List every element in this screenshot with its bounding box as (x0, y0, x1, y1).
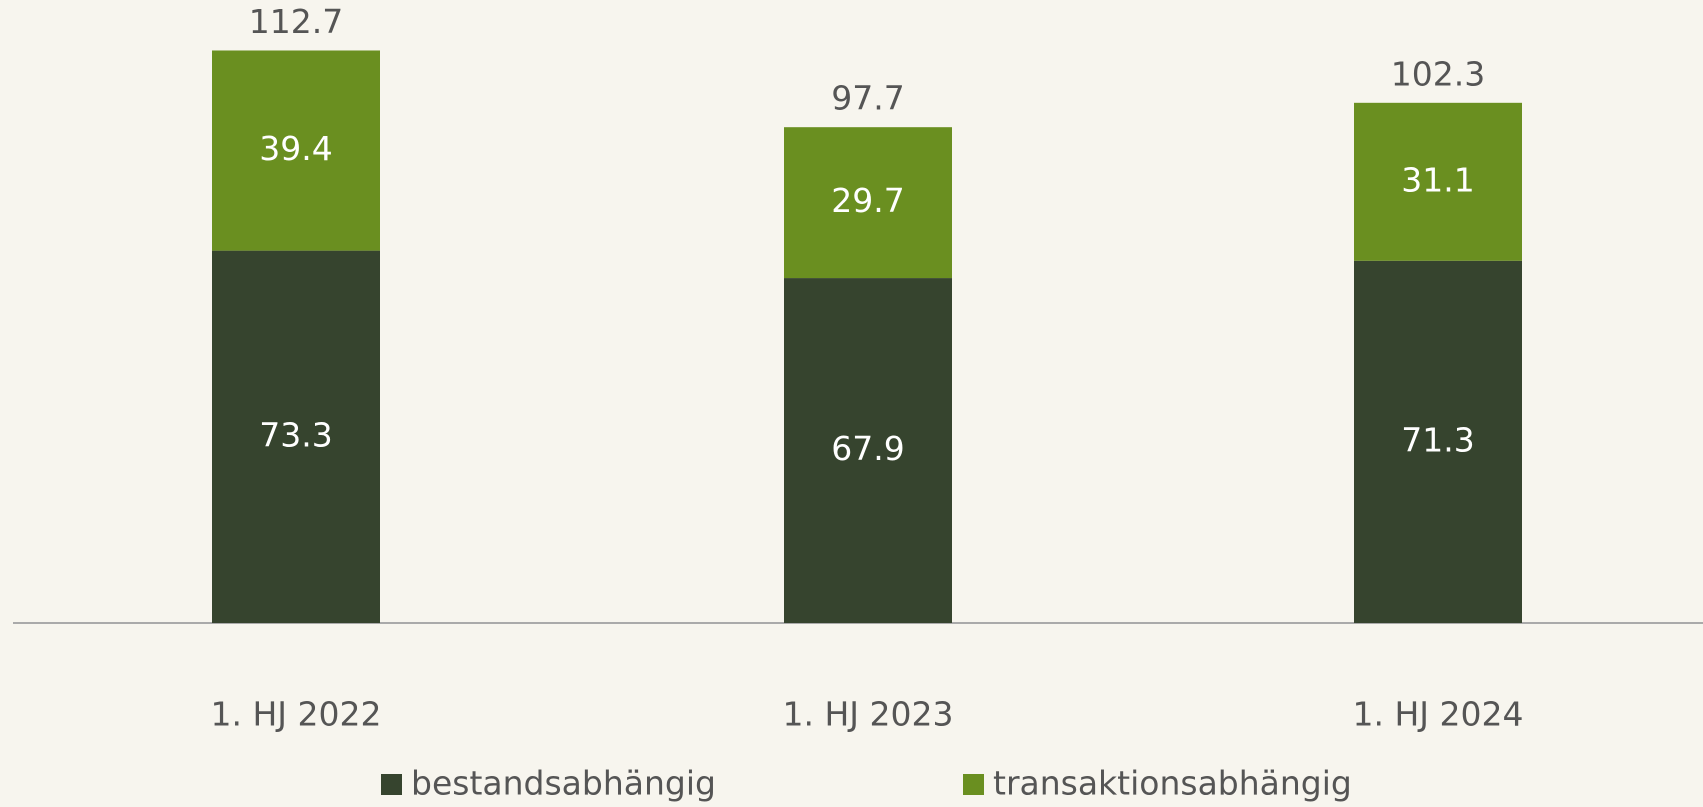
segment-label: 67.9 (831, 429, 904, 468)
x-tick-label: 1. HJ 2022 (211, 695, 382, 734)
legend-swatch (963, 774, 984, 795)
bar-segment (212, 50, 380, 251)
total-label: 112.7 (249, 2, 343, 41)
x-tick-label: 1. HJ 2024 (1353, 695, 1524, 734)
bar-segment (784, 278, 952, 623)
segment-label: 31.1 (1401, 160, 1474, 199)
bar-segment (1354, 102, 1522, 261)
bar-segment (212, 250, 380, 624)
segment-label: 29.7 (831, 181, 904, 220)
segment-label: 71.3 (1401, 420, 1474, 459)
segment-label: 73.3 (259, 415, 332, 454)
total-label: 97.7 (831, 79, 904, 118)
x-tick-label: 1. HJ 2023 (783, 695, 954, 734)
legend-label: bestandsabhängig (411, 764, 716, 803)
segment-label: 39.4 (259, 129, 332, 168)
legend-swatch (381, 774, 402, 795)
total-label: 102.3 (1391, 54, 1485, 93)
bar-segment (1354, 260, 1522, 623)
legend-label: transaktionsabhängig (993, 764, 1352, 803)
bar-segment (784, 127, 952, 279)
